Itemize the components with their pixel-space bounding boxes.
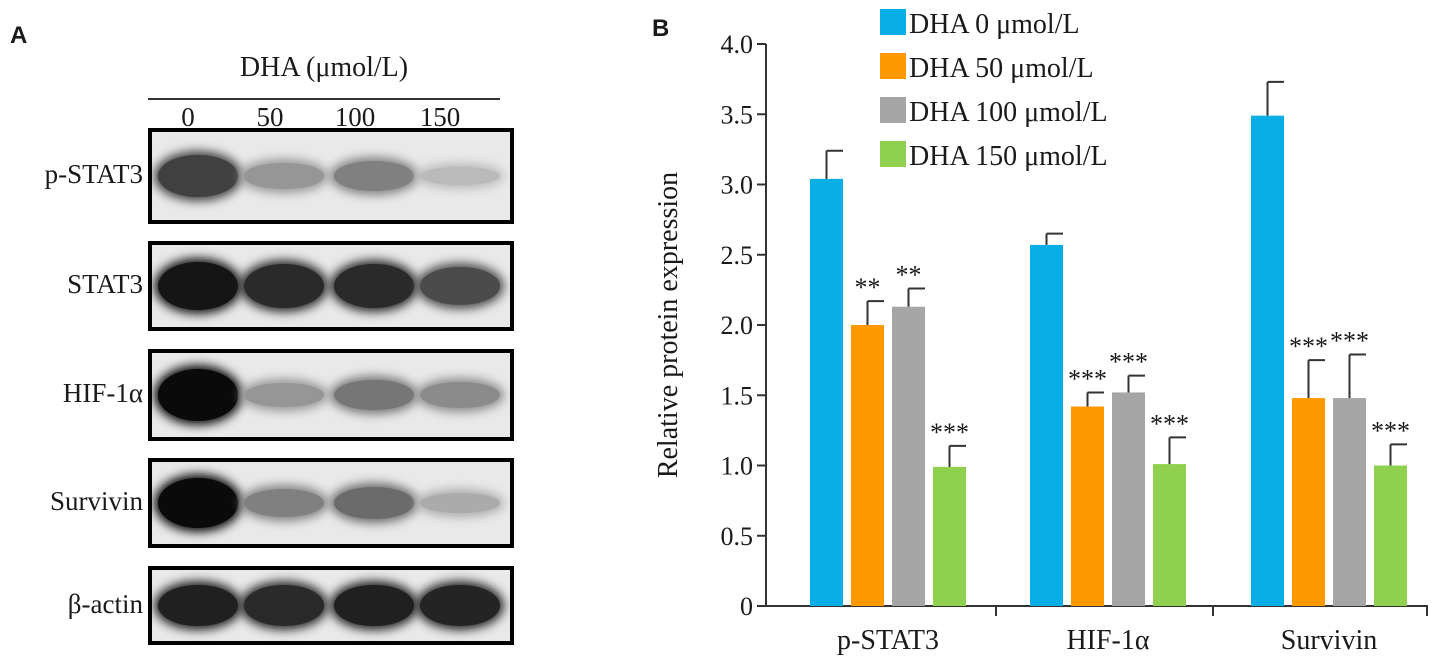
legend-swatch: [880, 97, 906, 123]
blot-band: [420, 381, 500, 409]
significance-label: ***: [1109, 348, 1148, 377]
legend-label: DHA 50 μmol/L: [909, 53, 1094, 84]
x-tick-label: p-STAT3: [837, 625, 939, 656]
bar: [892, 306, 925, 606]
blot-band: [244, 585, 324, 626]
y-tick-label: 2.5: [721, 241, 754, 270]
blot-label: STAT3: [67, 269, 143, 299]
lane-label: 100: [334, 102, 376, 132]
y-tick-label: 3.5: [721, 100, 754, 129]
bar: [1112, 392, 1145, 606]
bar-chart: 0 0.5 1.0 1.5 2.0 2.5 3.0 3.5 4.0 Relative protei…: [653, 9, 1428, 656]
blot-label: p-STAT3: [44, 159, 143, 189]
legend-swatch: [880, 9, 906, 35]
panel-a-letter: A: [10, 22, 28, 49]
bar: [1374, 465, 1407, 606]
significance-label: **: [896, 260, 922, 289]
lane-label: 150: [419, 102, 461, 132]
blot-band: [334, 584, 414, 627]
bar: [1333, 398, 1366, 606]
y-tick-label: 3.0: [721, 171, 754, 200]
blot-band: [158, 477, 238, 529]
header-underline: [148, 98, 500, 100]
significance-label: ***: [1150, 409, 1189, 438]
legend-label: DHA 150 μmol/L: [909, 141, 1108, 172]
significance-label: ***: [930, 418, 969, 447]
blot-band: [420, 492, 500, 514]
bar: [810, 178, 843, 606]
blot-band: [158, 369, 238, 421]
blot-label: HIF-1α: [62, 378, 143, 408]
y-tick-label: 0: [740, 592, 753, 621]
legend-label: DHA 0 μmol/L: [909, 9, 1080, 40]
bar: [1153, 464, 1186, 606]
blot-band: [158, 261, 238, 311]
y-tick-label: 2.0: [721, 311, 754, 340]
significance-label: ***: [1068, 364, 1107, 393]
blot-band: [244, 263, 324, 309]
y-tick-label: 1.0: [721, 452, 754, 481]
bar: [1251, 115, 1284, 606]
significance-label: ***: [1371, 416, 1410, 445]
lane-label: 0: [181, 102, 195, 132]
blot-band: [420, 584, 500, 627]
blot-band: [420, 266, 500, 306]
bar: [1030, 244, 1063, 607]
blot-image: [148, 458, 514, 548]
blot-band: [244, 488, 324, 518]
bar: [933, 466, 966, 606]
legend-label: DHA 100 μmol/L: [909, 97, 1108, 128]
blot-band: [420, 167, 500, 185]
blot-band: [158, 154, 238, 198]
y-axis-label: Relative protein expression: [653, 172, 684, 478]
panel-b-letter: B: [652, 15, 670, 42]
blot-band: [334, 263, 414, 309]
significance-label: **: [855, 273, 881, 302]
blot-header: DHA (μmol/L): [239, 52, 409, 83]
x-tick-label: Survivin: [1281, 625, 1377, 656]
blot-image: [148, 566, 514, 645]
y-tick-label: 0.5: [721, 522, 754, 551]
blot-label: Survivin: [49, 486, 143, 516]
blot-image: [148, 128, 514, 224]
x-tick-label: HIF-1α: [1066, 625, 1149, 656]
blot-label: β-actin: [67, 588, 143, 619]
legend-swatch: [880, 53, 906, 79]
blot-image: [148, 241, 514, 331]
significance-label: ***: [1330, 327, 1369, 356]
y-tick-label: 4.0: [721, 30, 754, 59]
blot-band: [334, 161, 414, 191]
blot-band: [244, 163, 324, 189]
lane-label: 50: [256, 102, 284, 132]
blot-image: [148, 349, 514, 441]
blot-band: [334, 379, 414, 411]
bar: [851, 325, 884, 606]
legend-swatch: [880, 141, 906, 167]
blot-band: [244, 382, 324, 408]
y-tick-label: 1.5: [721, 381, 754, 410]
significance-label: ***: [1289, 332, 1328, 361]
bar: [1071, 406, 1104, 606]
bar: [1292, 398, 1325, 606]
blot-band: [334, 486, 414, 520]
blot-band: [158, 584, 238, 627]
